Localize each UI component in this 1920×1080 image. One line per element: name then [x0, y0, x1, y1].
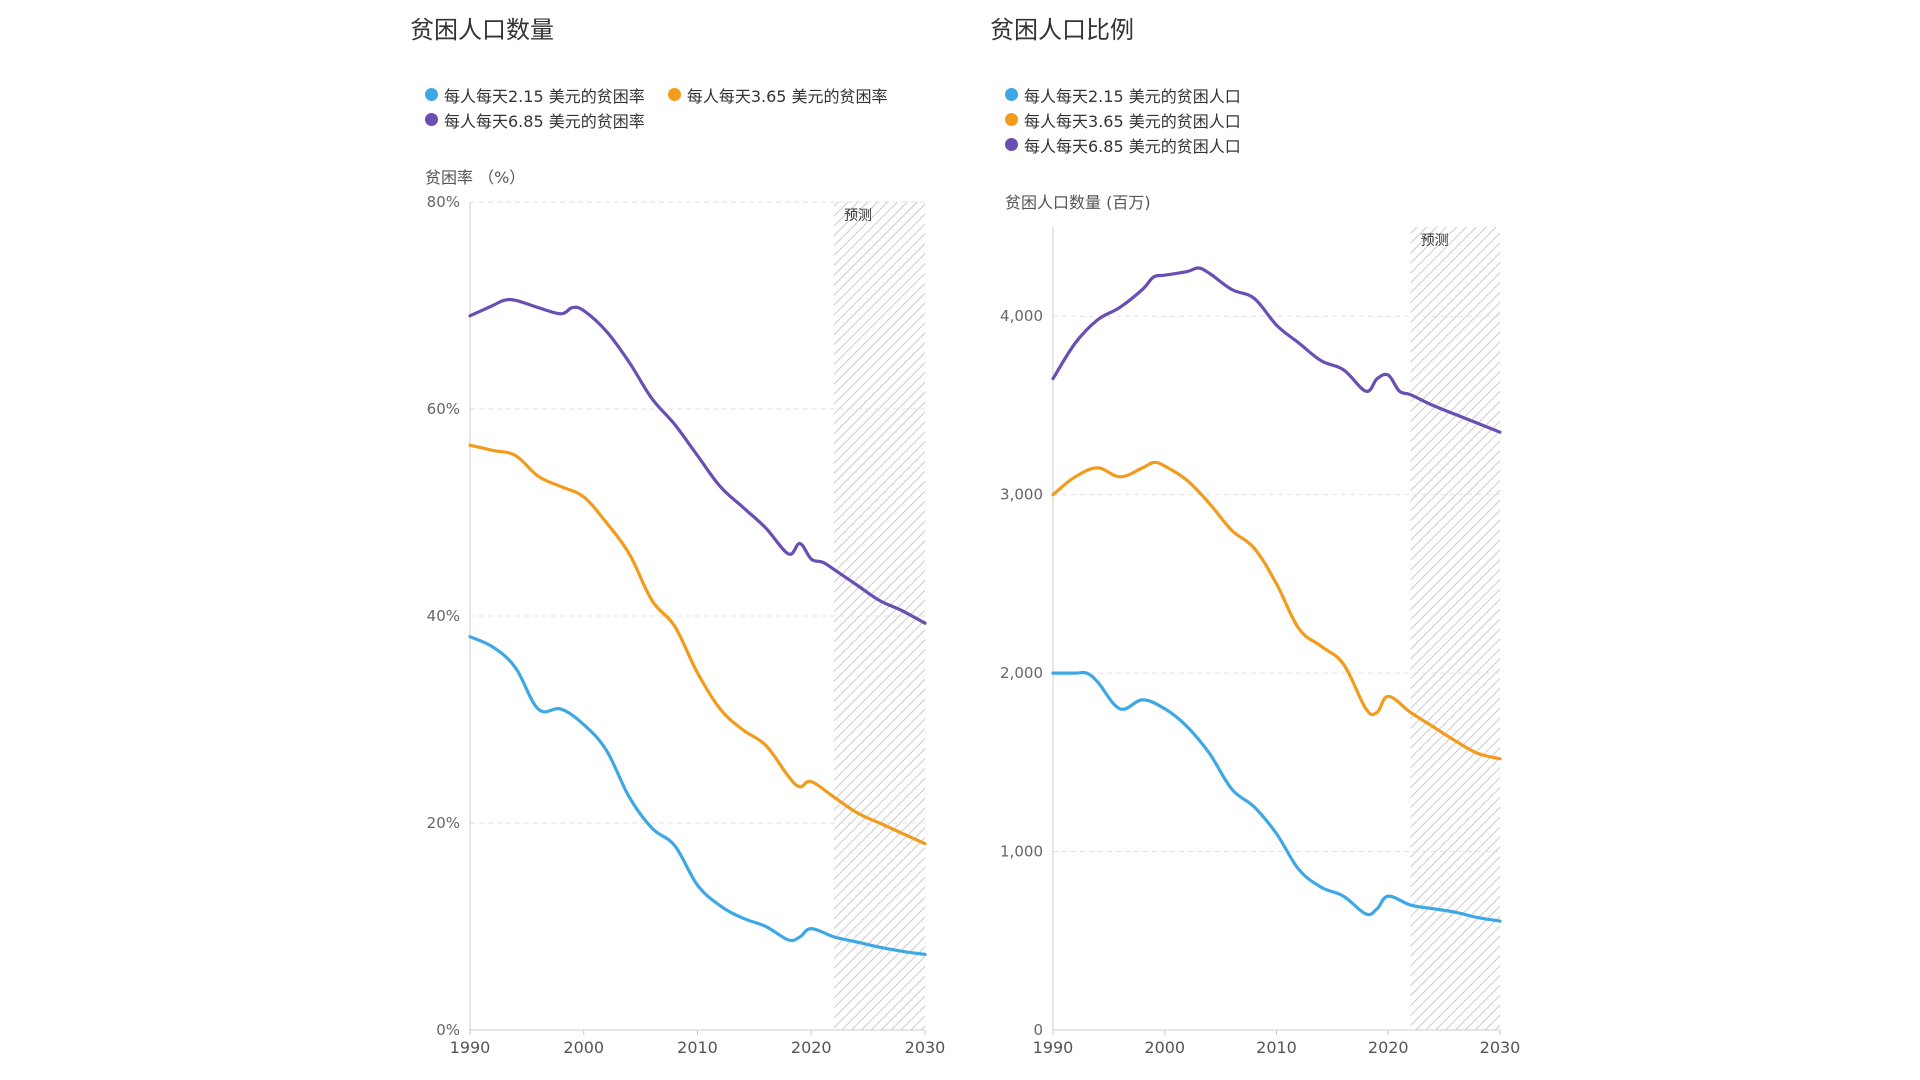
- legend-marker: [425, 113, 438, 126]
- legend-marker: [667, 88, 681, 101]
- y-tick-label: 2,000: [1000, 664, 1043, 682]
- legend-marker: [1005, 88, 1018, 101]
- legend-item-685[interactable]: 每人每天6.85 美元的贫困率: [425, 107, 645, 132]
- legend-item-365[interactable]: 每人每天3.65 美元的贫困率: [667, 82, 888, 107]
- x-tick-label: 2000: [563, 1038, 604, 1057]
- legend-label: 每人每天2.15 美元的贫困人口: [1024, 86, 1241, 106]
- legend-label: 每人每天3.65 美元的贫困率: [686, 86, 888, 106]
- chart-title: 贫困人口数量: [410, 16, 554, 44]
- legend-label: 每人每天6.85 美元的贫困人口: [1024, 136, 1241, 156]
- legend-marker: [1005, 113, 1018, 126]
- forecast-label: 预测: [844, 208, 872, 224]
- y-tick-label: 0: [1033, 1021, 1043, 1039]
- x-tick-label: 2000: [1144, 1038, 1185, 1057]
- y-tick-label: 20%: [427, 814, 460, 832]
- right-chart-panel: 贫困人口比例 每人每天2.15 美元的贫困人口 每人每天3.65 美元的贫困人口…: [960, 0, 1920, 1080]
- legend-item-215[interactable]: 每人每天2.15 美元的贫困率: [425, 82, 645, 107]
- chart-legend: 每人每天2.15 美元的贫困率 每人每天3.65 美元的贫困率 每人每天6.85…: [425, 82, 945, 132]
- series-line-1: [468, 635, 927, 956]
- y-tick-label: 4,000: [1000, 307, 1043, 325]
- legend-item-685[interactable]: 每人每天6.85 美元的贫困人口: [1005, 132, 1241, 157]
- x-tick-label: 2020: [1368, 1038, 1409, 1057]
- legend-item-365[interactable]: 每人每天3.65 美元的贫困人口: [1005, 107, 1241, 132]
- x-tick-label: 2030: [905, 1038, 946, 1057]
- y-tick-label: 1,000: [1000, 843, 1043, 861]
- forecast-region: [1410, 227, 1500, 1030]
- y-axis-title: 贫困人口数量 (百万): [1005, 193, 1151, 212]
- series-line-3: [468, 297, 927, 625]
- forecast-label: 预测: [1421, 233, 1449, 249]
- chart-legend: 每人每天2.15 美元的贫困人口 每人每天3.65 美元的贫困人口 每人每天6.…: [1005, 82, 1305, 157]
- y-tick-label: 80%: [427, 193, 460, 211]
- x-tick-label: 2030: [1480, 1038, 1521, 1057]
- x-tick-label: 2010: [1256, 1038, 1297, 1057]
- chart-title: 贫困人口比例: [990, 16, 1134, 44]
- legend-item-215[interactable]: 每人每天2.15 美元的贫困人口: [1005, 82, 1241, 107]
- y-tick-label: 40%: [427, 607, 460, 625]
- series-line-1: [1051, 670, 1502, 923]
- x-tick-label: 1990: [450, 1038, 491, 1057]
- left-chart-panel: 贫困人口数量 每人每天2.15 美元的贫困率 每人每天3.65 美元的贫困率 每…: [410, 16, 945, 187]
- y-tick-label: 3,000: [1000, 486, 1043, 504]
- legend-marker: [1005, 138, 1018, 151]
- legend-label: 每人每天6.85 美元的贫困率: [444, 111, 645, 131]
- x-tick-label: 2020: [791, 1038, 832, 1057]
- series-line-2: [1051, 460, 1502, 761]
- y-tick-label: 60%: [427, 400, 460, 418]
- x-tick-label: 2010: [677, 1038, 718, 1057]
- legend-marker: [425, 88, 438, 101]
- legend-label: 每人每天3.65 美元的贫困人口: [1024, 111, 1241, 131]
- series-line-3: [1051, 266, 1502, 434]
- x-tick-label: 1990: [1033, 1038, 1074, 1057]
- legend-label: 每人每天2.15 美元的贫困率: [444, 86, 645, 106]
- series-line-2: [468, 443, 927, 846]
- y-axis-title: 贫困率 （%）: [425, 168, 526, 187]
- y-tick-label: 0%: [436, 1021, 460, 1039]
